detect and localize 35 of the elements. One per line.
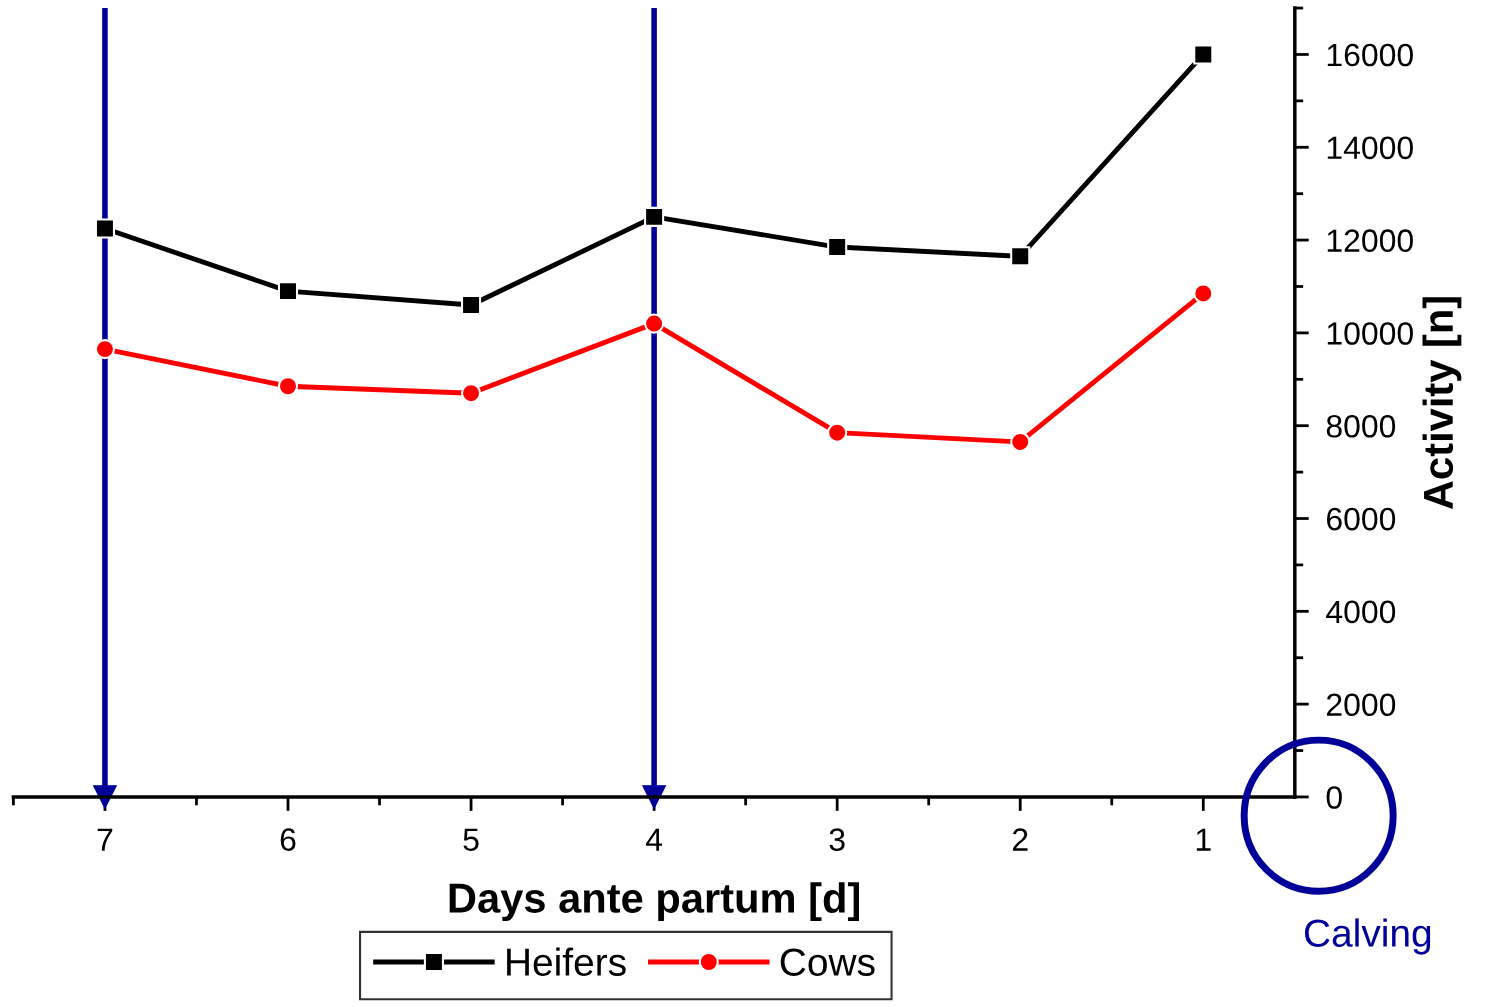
point [460,294,482,316]
x-tick-label: 7 [97,828,113,851]
x-tick-label: 6 [280,828,296,851]
point [277,376,299,397]
point [644,206,665,227]
text: Calving [1304,918,1431,955]
point [1193,283,1214,304]
y-tick-label: 0 [1326,786,1342,809]
y-tick-label: 6000 [1326,507,1396,531]
point [277,281,299,302]
y-tick-label: 16000 [1327,43,1413,67]
y-tick-label: 12000 [1327,229,1413,252]
x-axis-title: Days ante partum [d] [449,882,859,922]
point [827,422,848,443]
y-tick-label: 14000 [1327,136,1413,160]
y-tick-label: 2000 [1326,693,1396,717]
point [94,339,116,360]
y-tick-label: 8000 [1326,414,1396,438]
point [94,218,116,239]
point [827,236,848,258]
x-tick-label: 2 [1012,828,1028,851]
legend-label: Cows [780,948,875,976]
point [644,313,665,334]
y-axis-title: Activity [n] [1422,297,1462,510]
x-tick-label: 1 [1196,828,1211,851]
y-tick-label: 10000 [1327,322,1413,345]
point [1010,431,1031,453]
point [1010,246,1031,267]
x-tick-label: 5 [463,828,479,851]
legend-label: Heifers [507,947,626,976]
x-tick-label: 3 [829,828,845,851]
x-tick-label: 4 [645,828,663,851]
point [460,383,482,404]
point [1193,44,1214,65]
y-tick-label: 4000 [1326,600,1396,624]
